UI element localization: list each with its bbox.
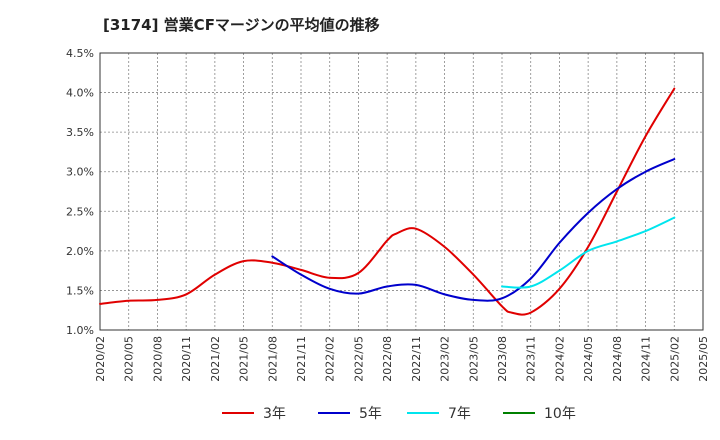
x-tick-label: 2021/05 [238, 336, 251, 382]
x-tick-label: 2023/11 [525, 336, 538, 382]
legend: 3年 5年 7年 10年 [222, 406, 576, 422]
x-tick-label: 2025/05 [697, 336, 710, 382]
x-tick-label: 2020/11 [180, 336, 193, 382]
legend-label-3: 10年 [544, 406, 576, 422]
x-tick-label: 2023/02 [439, 336, 452, 382]
series-line-2 [501, 216, 676, 289]
x-tick-label: 2022/05 [352, 336, 365, 382]
x-tick-label: 2024/05 [582, 336, 595, 382]
x-tick-label: 2020/05 [123, 336, 136, 382]
x-tick-label: 2025/02 [668, 336, 681, 382]
legend-label-1: 5年 [359, 406, 382, 422]
x-tick-label: 2021/11 [295, 336, 308, 382]
y-axis-ticks: 1.0% 1.5% 2.0% 2.5% 3.0% 3.5% 4.0% 4.5% [66, 47, 94, 337]
y-tick-label: 2.5% [66, 205, 94, 218]
x-axis-ticks: 2020/02 2020/05 2020/08 2020/11 2021/02 2021/… [94, 336, 710, 382]
x-tick-label: 2022/08 [381, 336, 394, 382]
legend-label-2: 7年 [448, 406, 471, 422]
plot-area [99, 52, 704, 331]
x-tick-label: 2023/05 [467, 336, 480, 382]
x-tick-label: 2023/08 [496, 336, 509, 382]
series-line-0 [99, 87, 676, 316]
x-tick-label: 2024/02 [553, 336, 566, 382]
y-tick-label: 1.5% [66, 284, 94, 297]
y-tick-label: 1.0% [66, 324, 94, 337]
y-tick-label: 3.5% [66, 126, 94, 139]
x-tick-label: 2020/02 [94, 336, 107, 382]
x-tick-label: 2021/08 [266, 336, 279, 382]
x-tick-label: 2020/08 [151, 336, 164, 382]
series-lines [99, 87, 676, 316]
x-tick-label: 2024/11 [640, 336, 653, 382]
legend-label-0: 3年 [263, 406, 286, 422]
x-tick-label: 2021/02 [209, 336, 222, 382]
y-tick-label: 2.0% [66, 245, 94, 258]
x-tick-label: 2022/11 [410, 336, 423, 382]
chart-title: [3174] 営業CFマージンの平均値の推移 [103, 16, 380, 34]
x-tick-label: 2024/08 [611, 336, 624, 382]
y-tick-label: 4.5% [66, 47, 94, 60]
x-tick-label: 2022/02 [324, 336, 337, 382]
y-tick-label: 4.0% [66, 87, 94, 100]
series-line-1 [271, 158, 676, 302]
y-tick-label: 3.0% [66, 166, 94, 179]
